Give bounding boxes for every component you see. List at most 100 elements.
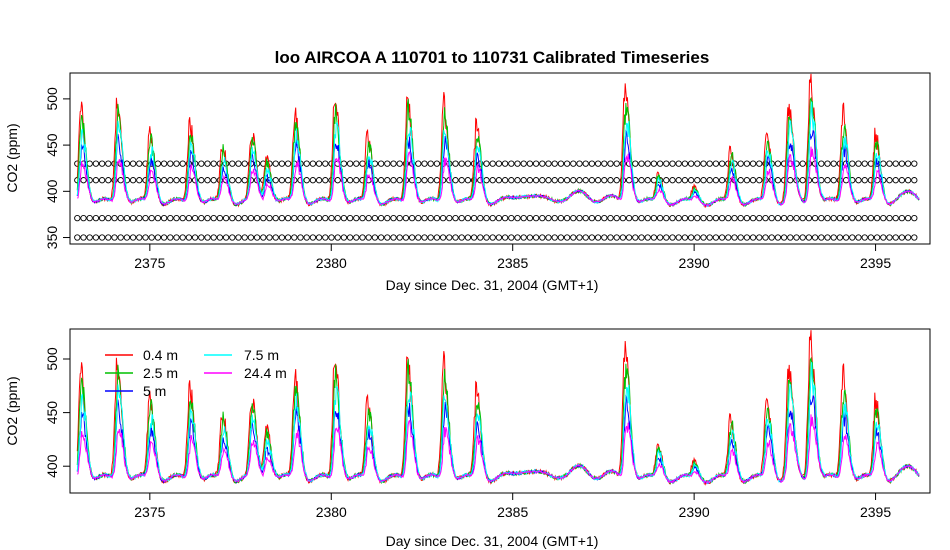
calibration-marker	[756, 177, 763, 184]
calibration-marker	[173, 160, 180, 167]
calibration-marker	[904, 160, 912, 167]
calibration-marker	[278, 177, 286, 184]
legend-label-24-4m: 24.4 m	[244, 365, 287, 381]
calibration-marker	[235, 160, 242, 167]
calibration-marker	[489, 214, 496, 222]
calibration-marker	[768, 234, 775, 241]
calibration-marker	[545, 214, 552, 222]
calibration-marker	[427, 160, 434, 167]
calibration-marker	[532, 214, 540, 222]
calibration-marker	[632, 234, 639, 241]
calibration-marker	[830, 177, 837, 184]
calibration-marker	[154, 214, 162, 222]
bottom-x-tick-label: 2395	[860, 504, 891, 520]
calibration-marker	[644, 234, 651, 241]
calibration-marker	[787, 214, 794, 222]
calibration-marker	[92, 234, 100, 241]
calibration-marker	[452, 160, 459, 167]
calibration-marker	[483, 234, 490, 241]
calibration-marker	[458, 214, 465, 222]
calibration-marker	[811, 234, 819, 241]
calibration-marker	[588, 160, 596, 167]
calibration-marker	[284, 234, 292, 241]
calibration-marker	[861, 177, 868, 184]
calibration-marker	[123, 214, 131, 222]
calibration-marker	[346, 234, 354, 241]
top-x-tick-label: 2390	[679, 255, 710, 271]
calibration-marker	[198, 214, 205, 222]
calibration-marker	[86, 234, 93, 241]
calibration-marker	[687, 234, 695, 241]
calibration-marker	[694, 177, 701, 184]
calibration-marker	[167, 214, 174, 222]
calibration-marker	[712, 177, 720, 184]
calibration-marker	[582, 160, 589, 167]
calibration-marker	[601, 177, 608, 184]
calibration-marker	[508, 160, 515, 167]
calibration-marker	[737, 214, 744, 222]
calibration-marker	[886, 160, 893, 167]
calibration-marker	[384, 160, 391, 167]
calibration-marker	[483, 214, 490, 222]
calibration-marker	[898, 234, 906, 241]
calibration-marker	[904, 177, 912, 184]
calibration-marker	[371, 214, 379, 222]
calibration-marker	[185, 234, 193, 241]
calibration-marker	[266, 234, 273, 241]
calibration-marker	[129, 234, 137, 241]
top-x-tick-label: 2375	[134, 255, 165, 271]
calibration-marker	[390, 234, 397, 241]
calibration-marker	[886, 214, 893, 222]
calibration-marker	[619, 214, 627, 222]
calibration-marker	[297, 214, 304, 222]
calibration-marker	[98, 214, 106, 222]
calibration-marker	[756, 160, 763, 167]
calibration-marker	[644, 160, 651, 167]
calibration-marker	[464, 234, 472, 241]
top-x-tick-label: 2380	[316, 255, 347, 271]
calibration-marker	[774, 214, 782, 222]
calibration-marker	[539, 160, 546, 167]
calibration-marker	[229, 214, 236, 222]
calibration-marker	[576, 177, 583, 184]
calibration-marker	[315, 234, 323, 241]
calibration-marker	[105, 177, 112, 184]
calibration-marker	[136, 214, 143, 222]
calibration-marker	[210, 214, 217, 222]
calibration-marker	[501, 234, 509, 241]
calibration-marker	[756, 234, 763, 241]
calibration-marker	[830, 214, 837, 222]
calibration-marker	[92, 214, 100, 222]
calibration-marker	[743, 214, 751, 222]
calibration-marker	[644, 214, 651, 222]
calibration-marker	[477, 160, 484, 167]
calibration-marker	[762, 214, 769, 222]
calibration-marker	[867, 214, 875, 222]
calibration-marker	[266, 214, 273, 222]
calibration-marker	[508, 214, 515, 222]
calibration-marker	[359, 234, 366, 241]
top-x-tick-label: 2385	[497, 255, 528, 271]
calibration-marker	[204, 177, 211, 184]
calibration-marker	[557, 214, 565, 222]
calibration-marker	[396, 177, 403, 184]
calibration-marker	[576, 160, 583, 167]
calibration-marker	[768, 214, 775, 222]
calibration-marker	[625, 214, 633, 222]
calibration-marker	[260, 234, 267, 241]
calibration-marker	[551, 234, 558, 241]
calibration-marker	[520, 160, 527, 167]
calibration-marker	[303, 160, 310, 167]
calibration-marker	[346, 160, 354, 167]
calibration-marker	[117, 214, 124, 222]
calibration-marker	[105, 214, 112, 222]
calibration-marker	[811, 177, 819, 184]
calibration-marker	[365, 234, 372, 241]
calibration-marker	[377, 160, 385, 167]
calibration-marker	[439, 214, 447, 222]
calibration-marker	[911, 177, 918, 184]
calibration-marker	[836, 234, 844, 241]
calibration-marker	[241, 177, 248, 184]
calibration-marker	[594, 160, 602, 167]
calibration-marker	[892, 234, 899, 241]
